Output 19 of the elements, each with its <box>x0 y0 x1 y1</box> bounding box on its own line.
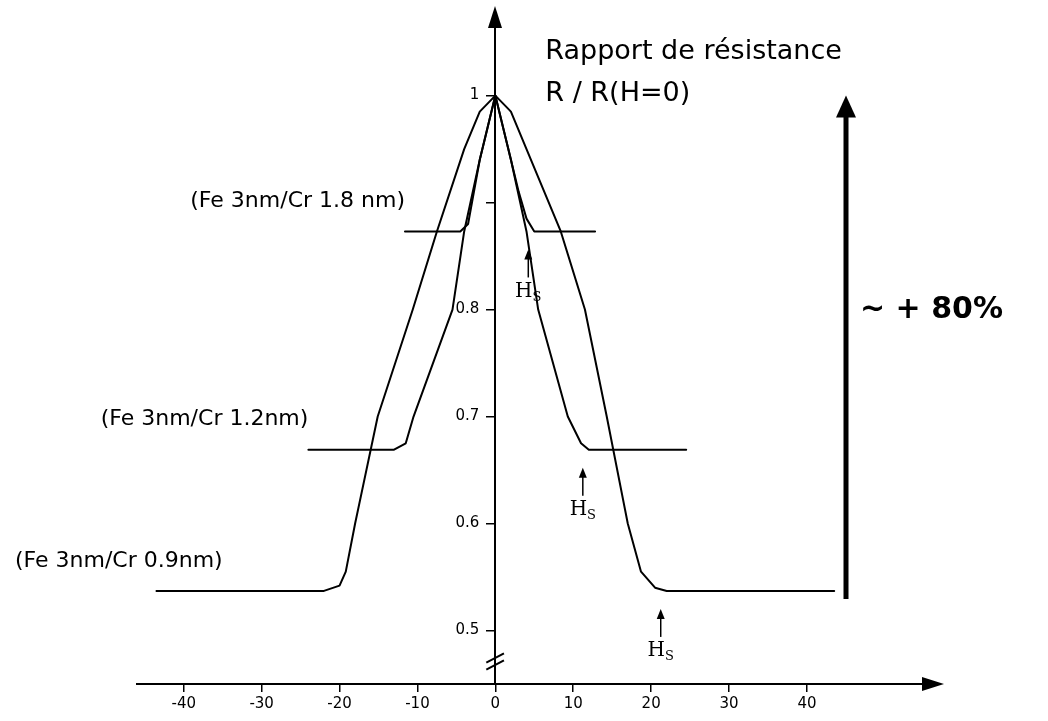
x-tick-label: 30 <box>719 693 739 712</box>
y-tick-label: 1 <box>469 85 480 104</box>
y-tick-label: 0.6 <box>455 513 480 532</box>
y-tick-label: 0.5 <box>455 620 480 639</box>
y-axis-title: Rapport de résistance R / R(H=0) <box>545 34 842 108</box>
x-tick-label: -20 <box>327 693 352 712</box>
x-tick-label: 20 <box>641 693 661 712</box>
x-tick-label: 40 <box>797 693 817 712</box>
y-tick-label: 0.7 <box>455 406 480 425</box>
x-tick-label: 0 <box>490 693 501 712</box>
series-label: (Fe 3nm/Cr 0.9nm) <box>14 546 223 572</box>
x-tick-label: 10 <box>563 693 583 712</box>
series-label: (Fe 3nm/Cr 1.2nm) <box>100 405 309 431</box>
x-tick-label: -30 <box>249 693 274 712</box>
y-tick-label: 0.8 <box>455 299 480 318</box>
x-tick-label: -40 <box>171 693 196 712</box>
x-tick-label: -10 <box>405 693 430 712</box>
series-label: (Fe 3nm/Cr 1.8 nm) <box>190 187 405 213</box>
annotation: ~ + 80% <box>860 290 1003 326</box>
